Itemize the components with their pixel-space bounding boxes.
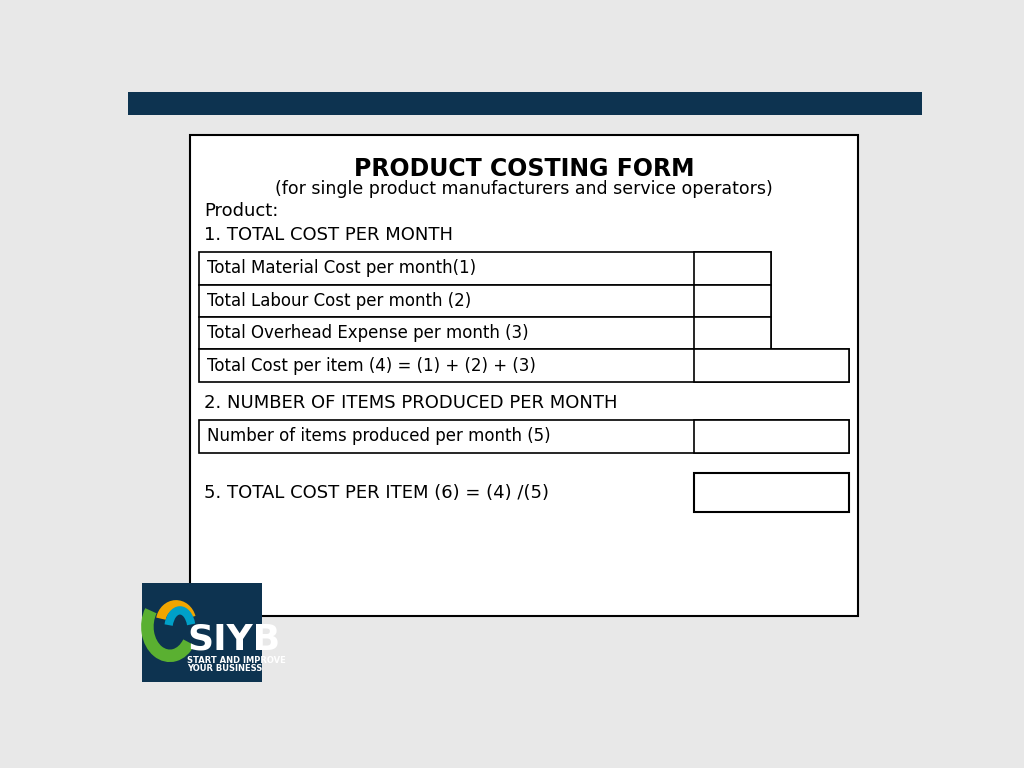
Text: (for single product manufacturers and service operators): (for single product manufacturers and se… [275,180,773,198]
Bar [693,420,849,452]
Bar [693,349,849,382]
Text: YOUR BUSINESS: YOUR BUSINESS [187,664,262,674]
Bar [200,349,849,382]
Text: Product:: Product: [204,202,279,220]
Bar [693,317,771,349]
Bar [693,473,849,511]
Text: 2. NUMBER OF ITEMS PRODUCED PER MONTH: 2. NUMBER OF ITEMS PRODUCED PER MONTH [204,394,617,412]
Text: Total Overhead Expense per month (3): Total Overhead Expense per month (3) [207,324,528,343]
Bar [190,134,858,616]
Text: PRODUCT COSTING FORM: PRODUCT COSTING FORM [353,157,694,181]
Bar [693,253,771,285]
Text: Number of items produced per month (5): Number of items produced per month (5) [207,427,551,445]
Text: START AND IMPROVE: START AND IMPROVE [187,656,286,665]
Bar [693,285,771,317]
Bar [200,285,771,317]
Text: 1. TOTAL COST PER MONTH: 1. TOTAL COST PER MONTH [204,227,453,244]
Bar [200,317,771,349]
Text: SIYB: SIYB [187,623,280,657]
Text: Total Material Cost per month(1): Total Material Cost per month(1) [207,260,476,277]
Text: Total Cost per item (4) = (1) + (2) + (3): Total Cost per item (4) = (1) + (2) + (3… [207,356,536,375]
Text: Total Labour Cost per month (2): Total Labour Cost per month (2) [207,292,471,310]
Text: 5. TOTAL COST PER ITEM (6) = (4) /(5): 5. TOTAL COST PER ITEM (6) = (4) /(5) [204,484,549,502]
Bar [200,420,849,452]
Bar [142,584,262,682]
Bar [200,253,771,285]
Bar [128,92,922,115]
